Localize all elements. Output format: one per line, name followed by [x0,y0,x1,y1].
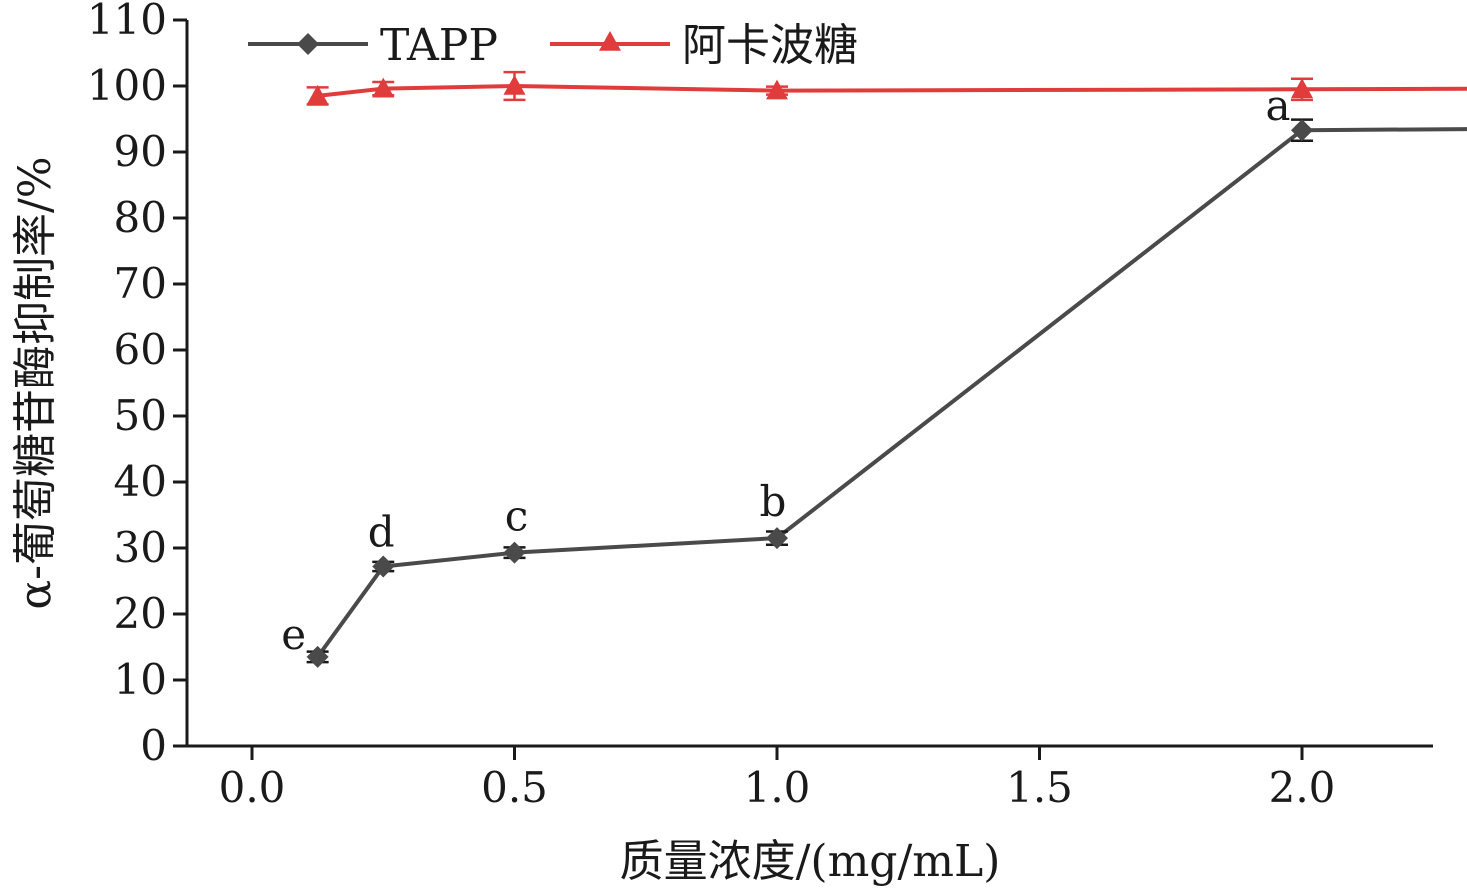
data-point [503,75,526,95]
axes [185,20,1433,748]
significance-label: d [368,507,395,556]
data-point [766,79,788,100]
significance-label: b [760,477,787,526]
significance-label: e [281,610,306,659]
data-point [1291,119,1313,142]
data-point [372,555,395,578]
legend-marker [599,31,621,51]
legend-label: 阿卡波糖 [682,20,858,71]
data-point [503,541,526,564]
legend: TAPP 阿卡波糖 [248,20,858,71]
y-tick-label: 30 [114,523,167,572]
y-tick-label: 20 [114,589,167,638]
data-point [306,645,329,668]
y-tick-label: 80 [114,193,167,242]
x-tick-label: 0.5 [481,763,548,812]
significance-label: c [505,492,529,541]
x-tick-label: 1.5 [1006,763,1073,812]
legend-marker [297,33,319,55]
legend-entry-tapp: TAPP [248,20,498,71]
y-tick-label: 100 [87,61,167,110]
y-axis-title: α-葡萄糖苷酶抑制率/% [10,156,61,609]
y-tick-label: 50 [114,391,167,440]
y-tick-label: 10 [114,655,167,704]
series-line [316,127,1467,659]
series-line [317,83,1467,98]
series-acarbose [306,70,1467,106]
series-tapp [306,118,1467,668]
legend-entry-acarbose: 阿卡波糖 [550,20,858,71]
x-axis-ticks: 0.00.51.01.52.02.53.03.54.04.5 [219,746,1336,812]
legend-label: TAPP [380,20,498,71]
y-tick-label: 0 [140,721,167,770]
y-tick-label: 40 [114,457,167,506]
x-tick-label: 1.0 [744,763,811,812]
x-axis-title: 质量浓度/(mg/mL) [620,836,1001,887]
data-point [372,77,395,98]
y-tick-label: 70 [114,259,167,308]
y-axis-ticks: 0 10 20 30 40 50 60 70 80 90 100 110 [87,0,187,770]
significance-label: a [1265,81,1290,130]
data-point [766,527,788,550]
y-tick-label: 90 [114,127,167,176]
data-point [306,84,329,105]
x-tick-label: 2.0 [1269,763,1336,812]
y-tick-label: 60 [114,325,167,374]
y-tick-label: 110 [87,0,167,44]
data-point [1291,78,1313,99]
series-layer: edcbaa [281,70,1467,668]
x-tick-label: 0.0 [219,763,286,812]
